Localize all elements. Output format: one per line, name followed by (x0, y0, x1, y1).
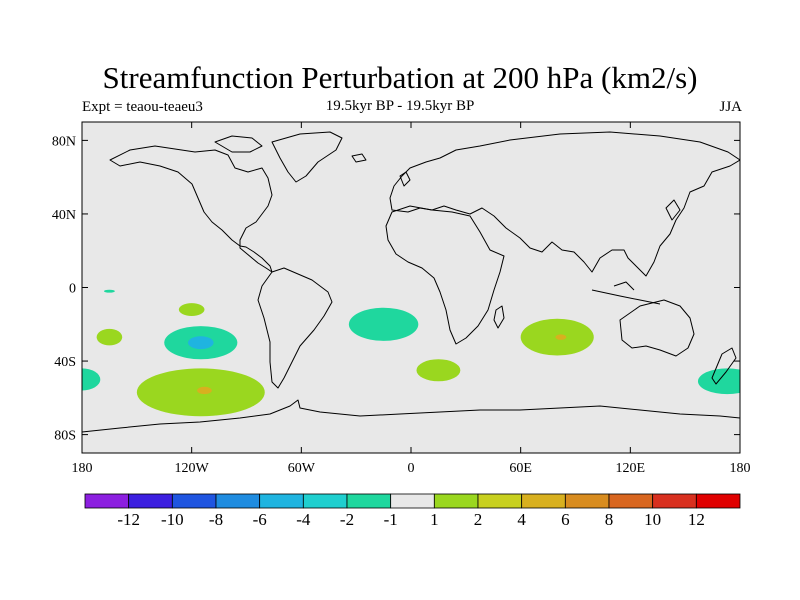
map-title: Streamfunction Perturbation at 200 hPa (… (102, 60, 698, 95)
coast-antarctica (82, 399, 740, 433)
blob-central-pacific-core (188, 336, 214, 350)
colorbar-label: 1 (430, 510, 439, 529)
colorbar: -12 -10 -8 -6 -4 -2 -1 1 2 4 6 8 10 12 (84, 493, 741, 529)
colorbar-label: 12 (688, 510, 705, 529)
colorbar-label: -12 (117, 510, 140, 529)
x-tick-label: 180 (72, 461, 93, 476)
experiment-label: Expt = teaou-teaeu3 (82, 99, 203, 115)
colorbar-label: -8 (209, 510, 223, 529)
coast-eurasia (389, 131, 740, 277)
period-label: 19.5kyr BP - 19.5kyr BP (325, 98, 475, 114)
blob-small-pos-2 (96, 328, 123, 346)
x-tick-label: 60E (509, 461, 532, 476)
colorbar-swatch (652, 493, 697, 509)
x-tick-label: 0 (408, 461, 415, 476)
y-tick-label: 80S (54, 429, 76, 444)
colorbar-swatch (477, 493, 523, 509)
coast-japan (665, 199, 681, 221)
colorbar-swatch (215, 493, 261, 509)
coast-australia (619, 299, 695, 357)
colorbar-swatch (171, 493, 217, 509)
x-tick-label: 120E (616, 461, 646, 476)
season-label: JJA (719, 99, 742, 115)
colorbar-swatch (433, 493, 479, 509)
coast-greenland (271, 131, 343, 183)
blob-indian-core (555, 334, 567, 340)
blob-tiny-neg (103, 289, 115, 293)
coast-new-zealand (711, 347, 737, 385)
colorbar-swatch (84, 493, 130, 509)
x-tick-label: 180 (730, 461, 751, 476)
colorbar-label: 10 (644, 510, 661, 529)
coast-north-america (109, 145, 273, 273)
coast-south-america (257, 267, 333, 389)
y-tick-label: 40S (54, 355, 76, 370)
colorbar-label: 2 (474, 510, 483, 529)
coast-madagascar (493, 305, 505, 329)
x-tick-label: 60W (288, 461, 316, 476)
blob-west-edge-neg (82, 368, 101, 391)
colorbar-label: -2 (340, 510, 354, 529)
colorbar-swatch (346, 493, 392, 509)
coast-britain (399, 171, 411, 187)
colorbar-swatch (302, 493, 348, 509)
blob-southern-pacific-core (197, 386, 212, 395)
colorbar-label: 6 (561, 510, 570, 529)
colorbar-label: -1 (384, 510, 398, 529)
colorbar-label: 8 (605, 510, 614, 529)
blob-small-pos-1 (178, 303, 205, 317)
colorbar-swatch (695, 493, 741, 509)
y-tick-label: 80N (52, 134, 76, 149)
colorbar-swatch (259, 493, 304, 509)
y-tick-label: 0 (69, 282, 76, 297)
anomaly-layer (82, 289, 740, 417)
blob-atlantic-neg (348, 307, 419, 341)
blob-east-edge-neg (697, 368, 740, 395)
coast-africa (385, 205, 505, 345)
axis-ticks: 80N 40N 0 40S 80S 180 120W 60W 0 60E 120E 180 (52, 122, 751, 476)
coastlines (82, 131, 740, 433)
colorbar-swatch (390, 493, 435, 509)
colorbar-label: 4 (517, 510, 526, 529)
coast-iceland (351, 153, 367, 163)
colorbar-label: -4 (296, 510, 311, 529)
colorbar-swatch (564, 493, 610, 509)
blob-south-atlantic-pos (416, 359, 461, 382)
coast-canadian-islands (214, 135, 263, 153)
coast-indonesia (591, 281, 661, 305)
colorbar-label: -10 (161, 510, 184, 529)
x-tick-label: 120W (175, 461, 210, 476)
colorbar-label: -6 (253, 510, 267, 529)
colorbar-swatch (608, 493, 654, 509)
colorbar-swatch (521, 493, 566, 509)
y-tick-label: 40N (52, 208, 76, 223)
colorbar-swatch (128, 493, 173, 509)
